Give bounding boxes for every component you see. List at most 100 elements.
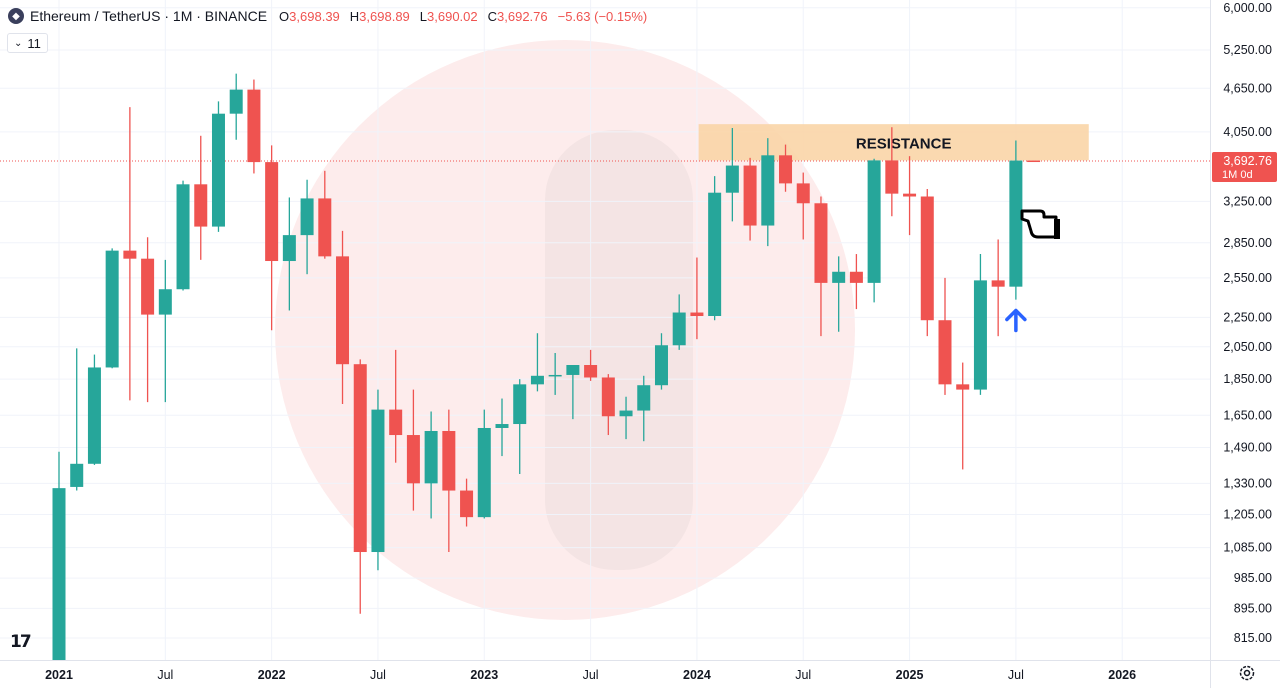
candle (920, 188, 934, 337)
candle (194, 135, 208, 260)
price-tick-label: 2,050.00 (1223, 340, 1272, 354)
candle-body (1027, 160, 1041, 163)
high-label: H (349, 8, 360, 24)
candle-body (318, 198, 332, 257)
candle (460, 478, 474, 527)
candle-body (672, 312, 686, 346)
candle-body (903, 193, 917, 197)
candle-body (814, 203, 828, 283)
candle (70, 348, 84, 491)
time-tick-label: 2021 (45, 668, 73, 682)
candle (371, 389, 385, 571)
candle (495, 398, 509, 457)
candle-body (141, 258, 155, 315)
candle (796, 172, 810, 240)
time-tick-label: 2024 (683, 668, 711, 682)
candle (389, 349, 403, 463)
candle (690, 257, 704, 340)
candle-body (619, 410, 633, 417)
time-tick-label: 2022 (258, 668, 286, 682)
candle-body (725, 165, 739, 193)
time-tick-label: Jul (795, 668, 811, 682)
candle-body (991, 280, 1005, 287)
candle (548, 353, 562, 395)
candle-body (566, 365, 580, 375)
price-tick-label: 4,050.00 (1223, 125, 1272, 139)
candle-body (194, 184, 208, 227)
candle-body (637, 385, 651, 411)
candle (956, 362, 970, 470)
candle-body (708, 192, 722, 316)
bitcoin-watermark (275, 40, 855, 620)
candle-body (832, 271, 846, 283)
candle-body (389, 409, 403, 436)
candle-body (920, 196, 934, 321)
resistance-label: RESISTANCE (856, 135, 952, 152)
hand-cuff (1054, 219, 1060, 239)
candle-body (265, 162, 279, 262)
price-tick-label: 1,850.00 (1223, 372, 1272, 386)
candle-body (548, 374, 562, 377)
candle (1009, 140, 1023, 300)
candle (584, 349, 598, 381)
candle-body (123, 250, 137, 259)
candle (867, 158, 881, 303)
price-tick-label: 6,000.00 (1223, 1, 1272, 15)
price-tag-bg (1212, 152, 1277, 183)
candle (300, 179, 314, 275)
price-tick-label: 815.00 (1234, 631, 1272, 645)
gear-icon[interactable] (1238, 664, 1256, 682)
candle (513, 379, 527, 475)
tradingview-logo-icon[interactable]: 17 (10, 632, 32, 652)
candle (52, 451, 66, 660)
indicators-count: 11 (27, 35, 41, 51)
symbol-title[interactable]: Ethereum / TetherUS · 1M · BINANCE (30, 8, 268, 24)
time-scale[interactable]: 2021 Jul 2022 Jul 2023 Jul 2024 Jul 2025 Jul 2026 (45, 668, 1136, 682)
candle-body (87, 367, 101, 464)
arrow-path (1005, 308, 1027, 333)
close-label: C (487, 8, 498, 24)
chevron-down-icon: ⌄ (14, 37, 23, 49)
candle-body (495, 424, 509, 428)
candle-body (406, 435, 420, 484)
price-tick-label: 2,250.00 (1223, 310, 1272, 324)
candle-body (229, 89, 243, 114)
last-price-tag: 3,692.76 1M 0d (1212, 152, 1277, 183)
high-value: 3,698.89 (359, 8, 410, 24)
price-tick-label: 4,650.00 (1223, 81, 1272, 95)
candle-body (654, 345, 668, 386)
hand-outline (1020, 209, 1058, 239)
time-tick-label: 2023 (470, 668, 498, 682)
candle (973, 254, 987, 395)
time-tick-label: Jul (370, 668, 386, 682)
candle-body (938, 320, 952, 385)
candle (353, 359, 367, 614)
price-scale[interactable]: 6,000.00 5,250.00 4,650.00 4,050.00 3,250.00… (1223, 1, 1272, 645)
candle (158, 259, 172, 403)
candle-body (867, 160, 881, 283)
indicators-toggle[interactable]: ⌄ 11 (7, 33, 48, 53)
candle-body (973, 280, 987, 390)
candle (265, 145, 279, 331)
time-tick-label: Jul (1008, 668, 1024, 682)
candle-body (336, 256, 350, 365)
candle (814, 196, 828, 337)
price-tick-label: 1,330.00 (1223, 476, 1272, 490)
candle-body (52, 488, 66, 660)
candle (654, 333, 668, 390)
price-tag-countdown: 1M 0d (1222, 169, 1253, 181)
price-tick-label: 1,085.00 (1223, 541, 1272, 555)
symbol-legend: ◆ Ethereum / TetherUS · 1M · BINANCE O3,… (8, 8, 647, 24)
candle-body (211, 113, 225, 227)
candle (87, 354, 101, 465)
candle (406, 389, 420, 511)
candle (637, 375, 651, 442)
candle (247, 79, 261, 174)
candle-body (584, 365, 598, 378)
low-label: L (419, 8, 428, 24)
candle-body (442, 430, 456, 491)
ethereum-icon: ◆ (8, 8, 24, 24)
candle (566, 365, 580, 420)
candle-body (353, 364, 367, 553)
